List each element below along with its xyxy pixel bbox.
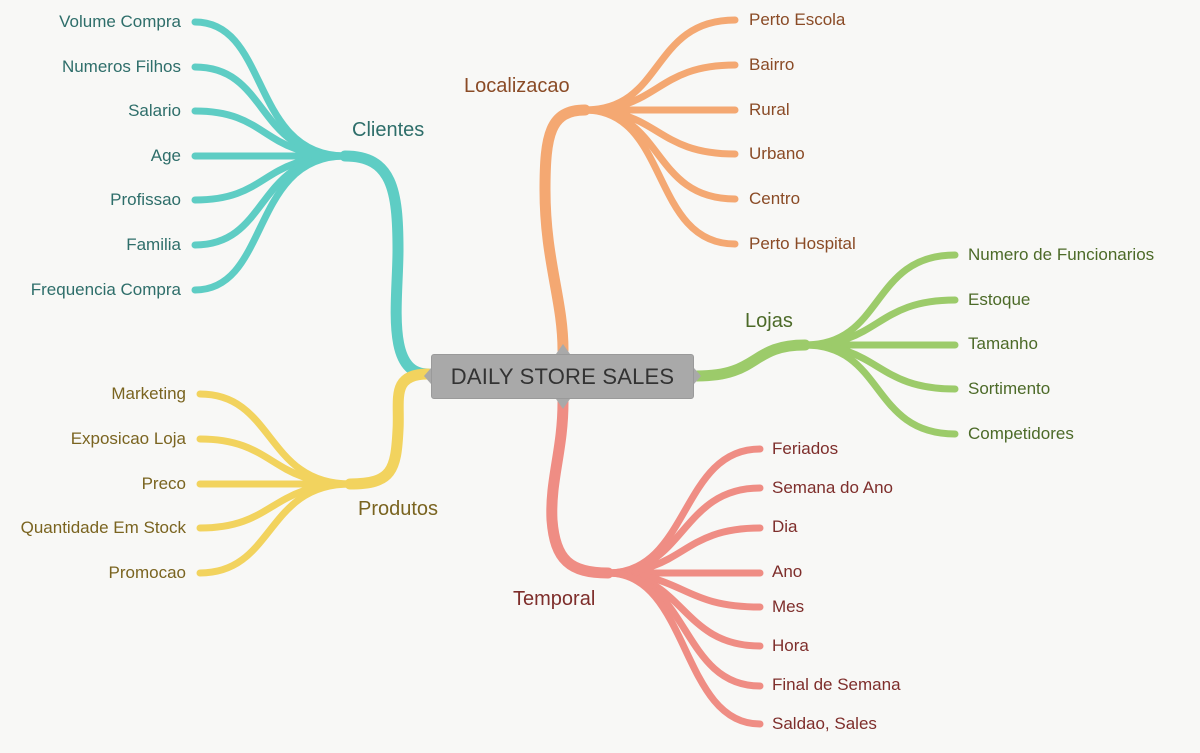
edge-estoque <box>801 296 959 349</box>
lojas-connectors <box>691 251 959 438</box>
center-right-notch <box>694 368 701 384</box>
node-bairro[interactable]: Bairro <box>749 55 795 74</box>
node-feriados[interactable]: Feriados <box>772 439 839 458</box>
node-ano[interactable]: Ano <box>772 562 803 581</box>
center-bottom-notch <box>556 399 570 409</box>
edge-sortimento <box>801 341 959 393</box>
node-marketing[interactable]: Marketing <box>111 384 186 403</box>
node-competidores[interactable]: Competidores <box>968 424 1074 443</box>
node-profissao[interactable]: Profissao <box>110 190 181 209</box>
localizacao-connectors <box>539 16 739 356</box>
node-preco[interactable]: Preco <box>141 474 186 493</box>
node-mes[interactable]: Mes <box>772 597 805 616</box>
edge-hora <box>604 569 764 650</box>
node-urbano[interactable]: Urbano <box>749 144 805 163</box>
center-top-notch <box>556 344 570 354</box>
node-numeros-filhos[interactable]: Numeros Filhos <box>61 57 181 76</box>
trunk-localizacao <box>539 104 591 356</box>
node-quantidade-em-stock[interactable]: Quantidade Em Stock <box>20 518 186 537</box>
node-hora[interactable]: Hora <box>772 636 809 655</box>
trunk-temporal <box>546 396 614 579</box>
node-tamanho[interactable]: Tamanho <box>968 334 1038 353</box>
edge-frequencia-compra <box>191 152 349 294</box>
node-estoque[interactable]: Estoque <box>968 290 1031 309</box>
node-volume-compra[interactable]: Volume Compra <box>59 12 181 31</box>
node-promocao[interactable]: Promocao <box>108 563 186 582</box>
edge-saldao <box>604 569 764 728</box>
node-sortimento[interactable]: Sortimento <box>968 379 1051 398</box>
trunk-lojas <box>691 339 811 382</box>
node-final-de-semana[interactable]: Final de Semana <box>772 675 901 694</box>
node-dia[interactable]: Dia <box>772 517 798 536</box>
node-perto-hospital[interactable]: Perto Hospital <box>749 234 856 253</box>
central-topic[interactable]: DAILY STORE SALES <box>431 354 694 399</box>
branch-lojas[interactable]: Lojas <box>745 310 793 332</box>
trunk-produtos <box>344 368 434 490</box>
produtos-connectors <box>196 368 434 577</box>
node-saldao-sales[interactable]: Saldao, Sales <box>772 714 877 733</box>
clientes-connectors <box>191 18 434 380</box>
temporal-connectors <box>546 396 764 728</box>
edge-promocao <box>196 480 354 577</box>
node-perto-escola[interactable]: Perto Escola <box>749 10 846 29</box>
node-centro[interactable]: Centro <box>749 189 801 208</box>
central-topic-label: DAILY STORE SALES <box>450 363 675 389</box>
branch-clientes[interactable]: Clientes <box>352 119 425 141</box>
edge-feriados <box>604 445 764 577</box>
trunk-clientes <box>339 150 434 380</box>
junction-markers <box>424 344 701 409</box>
node-salario[interactable]: Salario <box>128 101 181 120</box>
node-semana-do-ano[interactable]: Semana do Ano <box>772 478 893 497</box>
edge-perto-hospital <box>581 106 739 248</box>
edge-bairro <box>581 61 739 114</box>
node-rural[interactable]: Rural <box>749 100 790 119</box>
branch-temporal[interactable]: Temporal <box>513 588 596 610</box>
node-numero-de-funcionarios[interactable]: Numero de Funcionarios <box>968 245 1155 264</box>
node-familia[interactable]: Familia <box>126 235 181 254</box>
branch-localizacao[interactable]: Localizacao <box>464 75 570 97</box>
center-left-notch <box>424 368 431 384</box>
node-frequencia-compra[interactable]: Frequencia Compra <box>30 280 181 299</box>
edge-competidores <box>801 341 959 438</box>
node-exposicao-loja[interactable]: Exposicao Loja <box>70 429 186 448</box>
branch-produtos[interactable]: Produtos <box>358 498 439 520</box>
node-age[interactable]: Age <box>150 146 181 165</box>
